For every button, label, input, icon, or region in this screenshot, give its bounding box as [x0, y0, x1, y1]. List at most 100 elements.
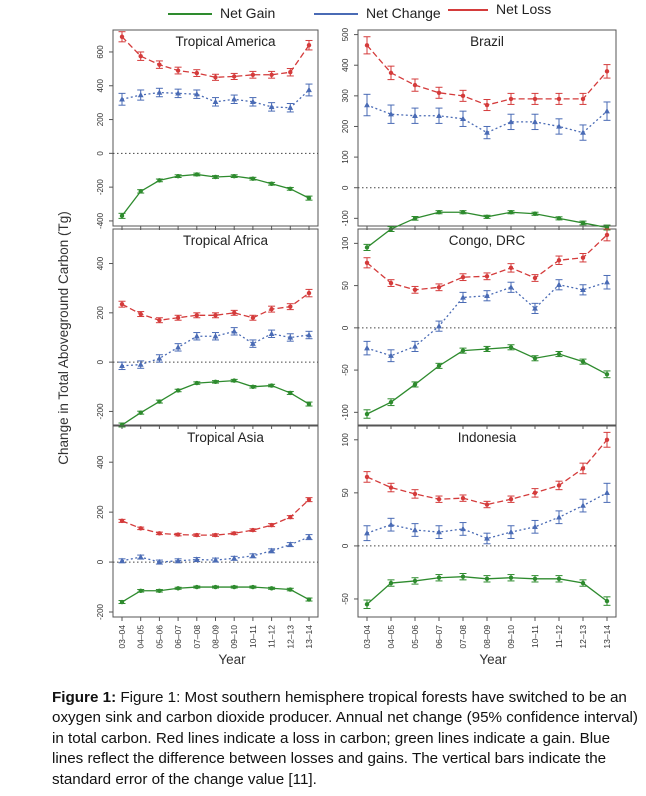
data-point [460, 525, 466, 532]
series-net-gain [363, 572, 611, 610]
data-point [508, 265, 514, 271]
y-axis-label: Change in Total Aboveground Carbon (Tg) [56, 211, 71, 464]
series-line [366, 346, 608, 415]
y-tick-label: 400 [96, 79, 105, 93]
data-point [194, 172, 199, 177]
data-point [364, 529, 370, 536]
data-point [460, 93, 466, 99]
data-point [460, 115, 466, 122]
series-line [366, 44, 608, 106]
data-point [288, 70, 293, 75]
data-point [556, 514, 562, 520]
data-point [250, 527, 256, 533]
data-point [157, 399, 162, 404]
series-net-loss [118, 31, 313, 81]
data-point [556, 258, 562, 263]
data-point [484, 274, 490, 279]
panel-frame [112, 228, 319, 426]
data-point [250, 552, 256, 559]
x-tick-label: 10–11 [248, 625, 258, 648]
data-point [508, 284, 514, 290]
data-point [194, 380, 199, 386]
data-point [175, 315, 181, 320]
data-point [580, 96, 586, 102]
data-point [556, 351, 562, 357]
data-point [484, 576, 490, 581]
data-point [436, 112, 442, 118]
data-point [119, 362, 125, 369]
series-net-gain [363, 344, 611, 419]
data-point [138, 53, 143, 59]
data-point [250, 340, 256, 346]
data-point [580, 255, 586, 260]
panel-3: Congo, DRC -100 -50 0 50 100 [341, 228, 617, 429]
data-point [231, 328, 238, 334]
data-point [388, 280, 394, 286]
series-line [121, 499, 310, 536]
data-point [175, 68, 181, 73]
data-point [250, 72, 256, 77]
series-net-gain [363, 210, 611, 251]
data-point [388, 352, 394, 358]
data-point [508, 345, 514, 350]
data-point [213, 532, 218, 538]
data-point [157, 318, 162, 323]
data-point [412, 382, 418, 387]
data-point [119, 301, 125, 307]
chart-figure: Net Gain Net Change Net Loss Change in Tot… [56, 1, 617, 667]
data-point [138, 588, 143, 593]
panel-4: Tropical Asia -200 0 200 400 03–04 04–05 05–06 0… [96, 425, 319, 649]
data-point [119, 34, 125, 39]
data-point [484, 502, 490, 507]
data-point [269, 586, 274, 591]
x-tick-label: 04–05 [386, 625, 396, 649]
series-line [366, 492, 608, 540]
legend-label-1: Net Change [366, 5, 441, 21]
data-point [580, 286, 586, 293]
data-point [412, 526, 418, 533]
data-point [388, 580, 394, 586]
x-tick-label: 05–06 [154, 625, 164, 649]
series-net-change [363, 93, 611, 141]
panel-title: Brazil [470, 34, 504, 49]
data-point [232, 531, 237, 536]
data-point [508, 210, 514, 215]
x-tick-label: 03–04 [362, 625, 372, 649]
y-tick-label: 0 [96, 151, 105, 156]
x-axis-label-right: Year [479, 652, 507, 667]
data-point [119, 213, 125, 219]
data-point [460, 210, 466, 215]
series-net-gain [118, 378, 313, 428]
data-point [175, 532, 181, 537]
data-point [138, 526, 143, 531]
data-point [231, 96, 238, 102]
y-tick-label: 200 [96, 306, 105, 320]
data-point [156, 89, 163, 95]
data-point [250, 315, 256, 320]
data-point [532, 96, 538, 102]
data-point [388, 399, 394, 405]
data-point [250, 384, 256, 389]
data-point [436, 322, 442, 329]
y-tick-label: 50 [341, 281, 350, 290]
data-point [412, 287, 418, 293]
data-point [412, 491, 418, 497]
x-tick-label: 13–14 [602, 625, 612, 649]
x-tick-label: 11–12 [554, 625, 564, 648]
data-point [232, 173, 237, 179]
data-point [508, 528, 514, 535]
data-point [119, 518, 125, 524]
series-line [366, 439, 608, 506]
panel-1: Brazil -100 0 100 200 300 400 500 [341, 27, 617, 251]
series-net-loss [363, 36, 611, 112]
panel-title: Congo, DRC [449, 233, 526, 248]
data-point [388, 521, 394, 527]
data-point [232, 74, 237, 79]
data-point [213, 584, 218, 590]
y-tick-label: 50 [341, 488, 350, 497]
legend: Net Gain Net Change Net Loss [168, 1, 551, 21]
data-point [306, 331, 312, 338]
data-point [604, 489, 610, 496]
data-point [306, 401, 312, 407]
caption-text: Figure 1: Most southern hemisphere tropi… [52, 689, 638, 788]
